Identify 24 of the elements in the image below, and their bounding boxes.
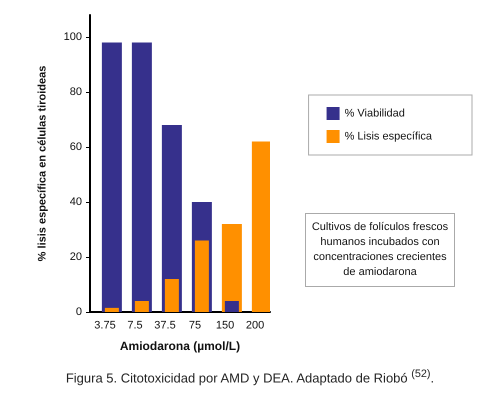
x-tick-label: 150 — [216, 320, 234, 332]
bar — [134, 301, 149, 312]
bar — [164, 279, 179, 312]
y-tick-label: 40 — [70, 196, 82, 208]
bar — [132, 42, 152, 312]
text: Cultivos de folículos frescos humanos incubados con concentraciones crecientes de amiodarona — [305, 213, 455, 287]
bar — [102, 42, 122, 312]
y-tick-label: 80 — [70, 86, 82, 98]
bar — [104, 308, 119, 312]
y-tick-label: 20 — [70, 251, 82, 263]
y-tick-label: 100 — [64, 31, 82, 43]
x-tick-label: 200 — [246, 320, 264, 332]
text: Figura 5. Citotoxicidad por AMD y DEA. Adaptado de Riobó $^{(52)}$. — [64, 368, 436, 386]
y-tick-label: 60 — [70, 141, 82, 153]
legend-label: % Viabilidad — [344, 108, 405, 120]
x-tick-label: 75 — [188, 320, 202, 332]
x-tick-label: 3.75 — [94, 320, 116, 332]
legend-label: % Lisis específica — [344, 130, 433, 142]
y-axis-title: % lisis específica en células tiroideas — [36, 66, 48, 262]
y-tick-label: 0 — [76, 306, 82, 318]
bar — [194, 240, 209, 312]
x-tick-label: 37.5 — [154, 320, 176, 332]
x-axis-title: Amiodarona (µmol/L) — [120, 339, 240, 353]
x-tick-label: 7.5 — [127, 320, 143, 332]
